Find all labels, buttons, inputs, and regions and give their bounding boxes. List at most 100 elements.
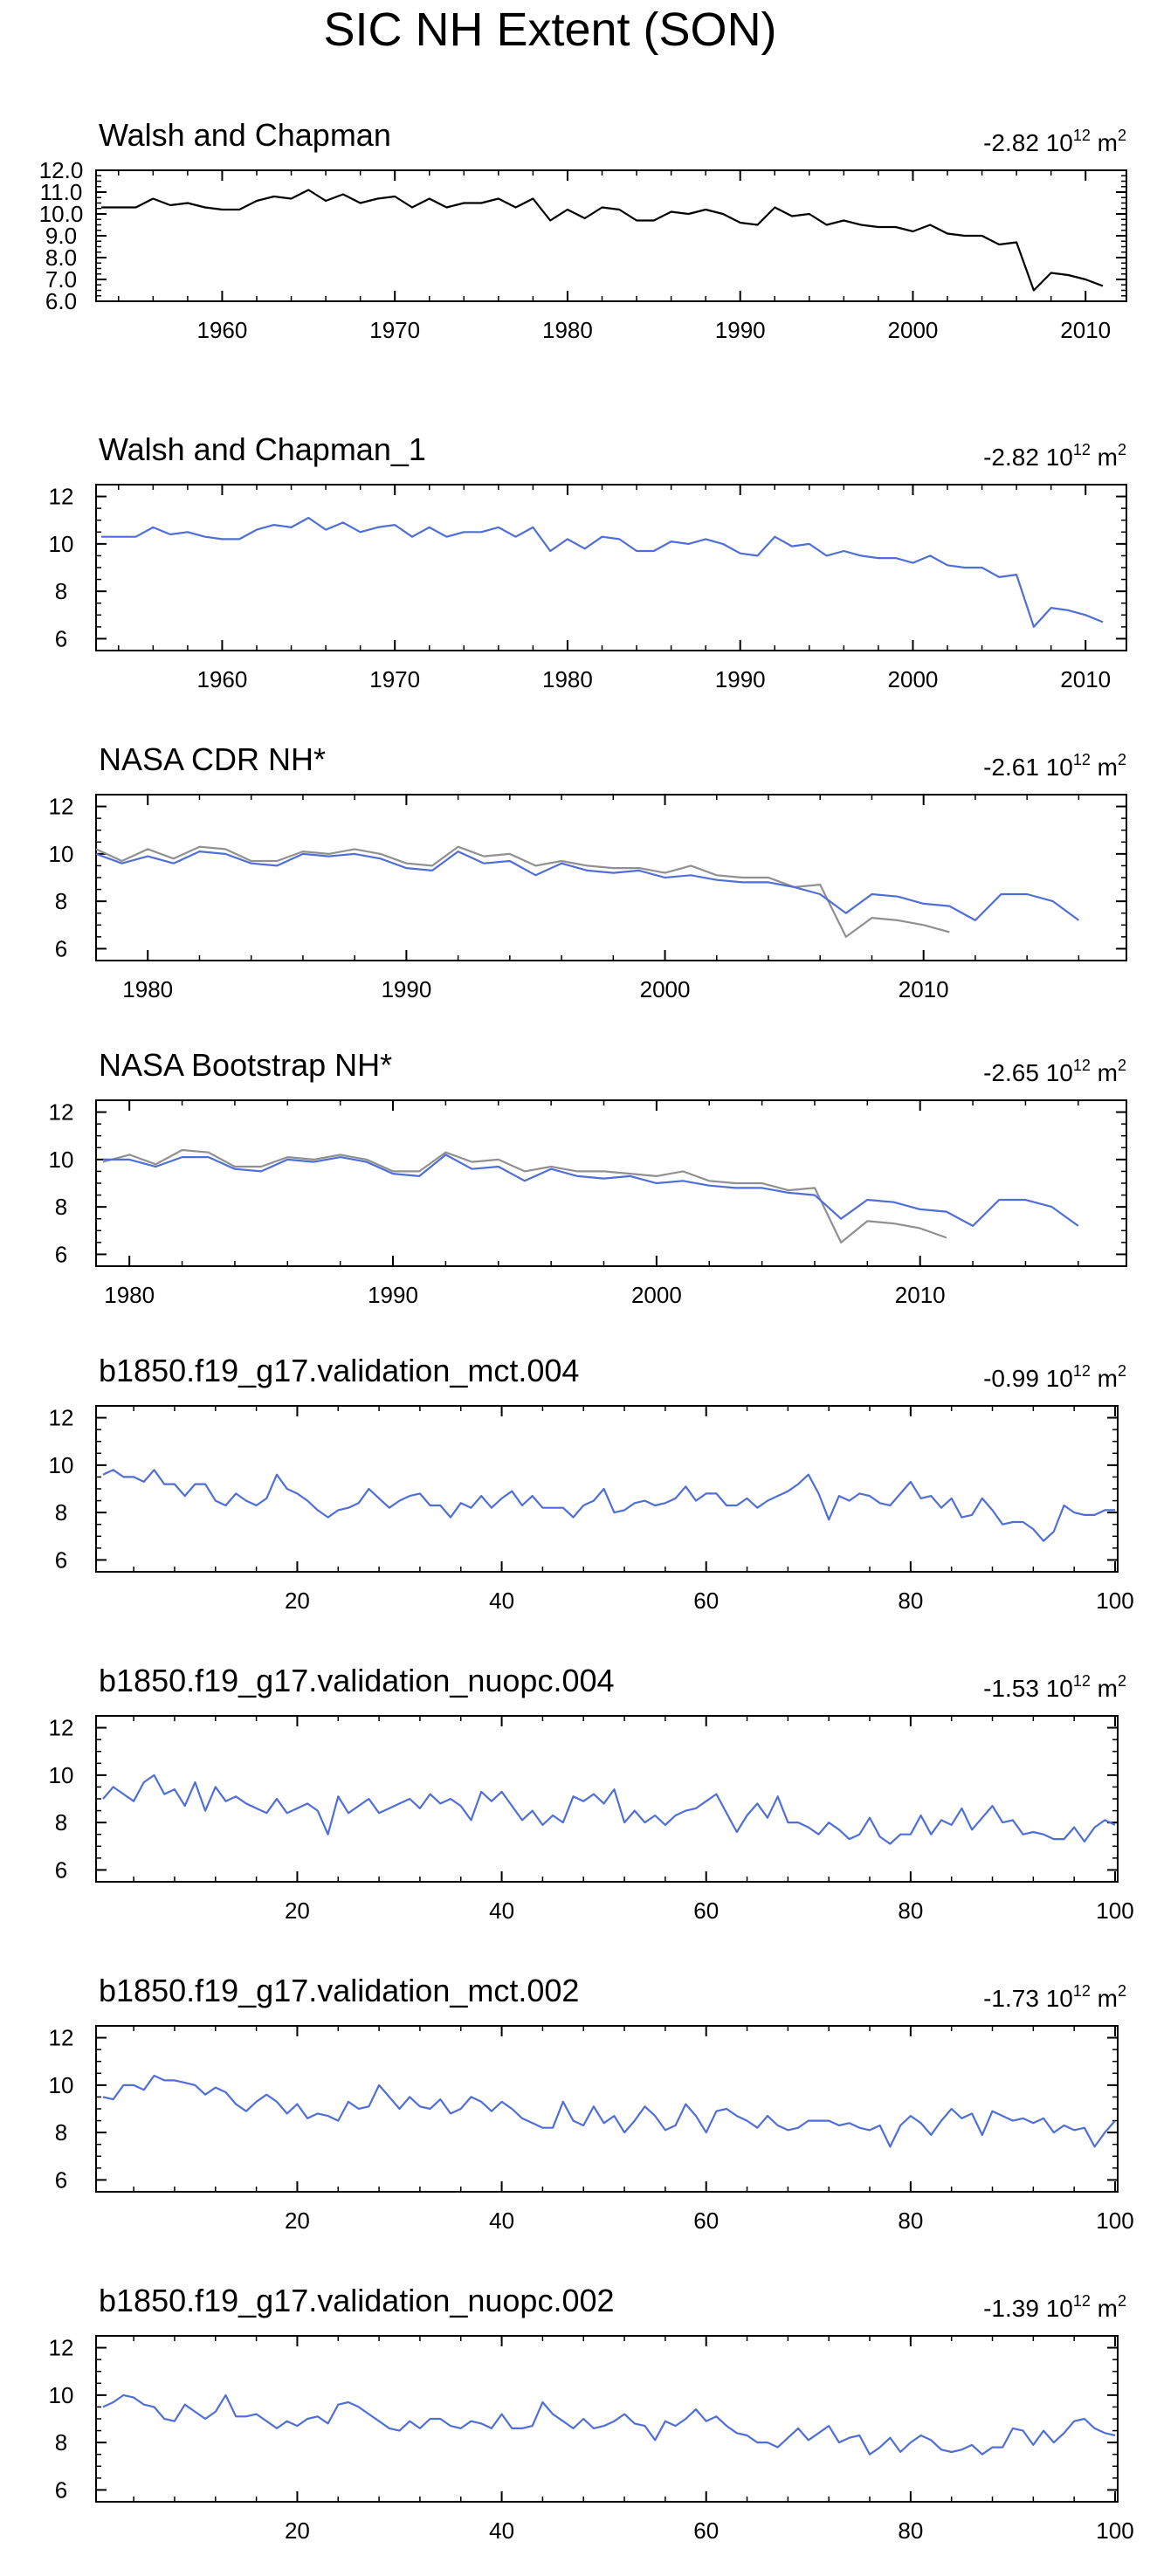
y-tick-label: 8 xyxy=(55,888,67,914)
trend-unit-base: 10 xyxy=(1046,2295,1073,2322)
panel-title: b1850.f19_g17.validation_nuopc.004 xyxy=(99,1663,615,1698)
x-tick-label: 40 xyxy=(489,1898,514,1924)
series-line-2 xyxy=(103,1154,1079,1228)
trend-unit-suffix: m xyxy=(1091,1365,1118,1392)
x-tick-label: 100 xyxy=(1096,2517,1133,2544)
series-line-1 xyxy=(102,1469,1115,1542)
y-tick-label: 10.0 xyxy=(39,201,84,227)
y-tick-label: 12 xyxy=(49,2025,74,2051)
x-tick-label: 1970 xyxy=(369,317,420,343)
y-tick-label: 6 xyxy=(55,1546,67,1573)
trend-unit-suffix: m xyxy=(1091,129,1118,156)
x-tick-label: 1960 xyxy=(197,666,248,692)
x-tick-label: 40 xyxy=(489,2517,514,2544)
panel-title: NASA CDR NH* xyxy=(99,741,326,777)
panel-title: Walsh and Chapman xyxy=(99,117,391,153)
plot-frame xyxy=(95,2335,1119,2503)
panel-7: b1850.f19_g17.validation_mct.002 -1.73 10… xyxy=(49,1973,1134,2234)
y-tick-label: 12 xyxy=(49,1099,74,1126)
series-line-2 xyxy=(95,850,1080,922)
y-tick-label: 7.0 xyxy=(45,266,77,293)
trend-value: -2.65 xyxy=(983,1059,1046,1086)
trend-unit-suffix-exp: 2 xyxy=(1118,1057,1126,1074)
trend-unit-exp: 12 xyxy=(1073,751,1091,768)
y-tick-label: 12 xyxy=(49,1405,74,1431)
x-tick-label: 60 xyxy=(693,2208,719,2234)
x-tick-label: 40 xyxy=(489,2208,514,2234)
trend-value: -2.82 xyxy=(983,444,1046,471)
x-tick-label: 1980 xyxy=(542,666,593,692)
y-tick-label: 8 xyxy=(55,1809,67,1836)
x-tick-label: 1980 xyxy=(104,1282,155,1308)
series-line-1 xyxy=(101,516,1104,629)
plot-frame xyxy=(95,1099,1127,1267)
x-tick-label: 2000 xyxy=(888,317,939,343)
trend-unit-suffix-exp: 2 xyxy=(1118,2292,1126,2310)
panel-1: Walsh and Chapman -2.82 1012 m2 6.07.08.09… xyxy=(39,117,1127,343)
x-tick-label: 1980 xyxy=(542,317,593,343)
x-tick-label: 60 xyxy=(693,1588,719,1614)
x-tick-label: 100 xyxy=(1096,1898,1133,1924)
trend-unit-suffix: m xyxy=(1091,1675,1118,1702)
trend-value: -1.39 xyxy=(983,2295,1046,2322)
trend-value: -0.99 xyxy=(983,1365,1046,1392)
trend-unit-base: 10 xyxy=(1046,1365,1073,1392)
trend-unit-base: 10 xyxy=(1046,754,1073,781)
y-tick-label: 6 xyxy=(55,625,67,651)
panel-6: b1850.f19_g17.validation_nuopc.004 -1.53 … xyxy=(49,1663,1134,1924)
x-tick-label: 20 xyxy=(285,2208,310,2234)
y-tick-label: 6 xyxy=(55,2476,67,2503)
series-line-1 xyxy=(102,1774,1116,1845)
panel-title: b1850.f19_g17.validation_mct.002 xyxy=(99,1973,579,2008)
trend-unit-exp: 12 xyxy=(1073,1982,1091,2000)
x-tick-label: 60 xyxy=(693,2517,719,2544)
x-tick-label: 2000 xyxy=(640,976,691,1002)
y-tick-label: 6 xyxy=(55,2166,67,2193)
x-tick-label: 2000 xyxy=(631,1282,682,1308)
trend-annotation: -2.65 1012 m2 xyxy=(983,1057,1126,1086)
x-tick-label: 80 xyxy=(898,2208,923,2234)
y-tick-label: 12 xyxy=(49,794,74,820)
trend-unit-suffix-exp: 2 xyxy=(1118,1362,1126,1380)
x-tick-label: 20 xyxy=(285,1898,310,1924)
x-tick-label: 100 xyxy=(1096,2208,1133,2234)
trend-unit-exp: 12 xyxy=(1073,1362,1091,1380)
x-tick-label: 2010 xyxy=(1060,317,1111,343)
plot-frame xyxy=(95,794,1127,961)
trend-unit-exp: 12 xyxy=(1073,441,1091,458)
y-tick-label: 12.0 xyxy=(39,157,84,183)
x-tick-label: 80 xyxy=(898,1898,923,1924)
trend-unit-exp: 12 xyxy=(1073,127,1091,144)
trend-value: -2.61 xyxy=(983,754,1046,781)
trend-value: -2.82 xyxy=(983,129,1046,156)
plot-frame xyxy=(95,1405,1119,1573)
trend-unit-suffix-exp: 2 xyxy=(1118,1672,1126,1690)
x-tick-label: 2010 xyxy=(1060,666,1111,692)
x-tick-label: 1980 xyxy=(122,976,173,1002)
panel-5: b1850.f19_g17.validation_mct.004 -0.99 10… xyxy=(49,1353,1134,1614)
trend-annotation: -2.82 1012 m2 xyxy=(983,441,1126,471)
y-tick-label: 8 xyxy=(55,1499,67,1526)
trend-unit-base: 10 xyxy=(1046,129,1073,156)
y-tick-label: 11.0 xyxy=(40,179,83,205)
x-tick-label: 2000 xyxy=(888,666,939,692)
trend-annotation: -0.99 1012 m2 xyxy=(983,1362,1126,1392)
panels: Walsh and Chapman -2.82 1012 m26.07.08.09… xyxy=(39,117,1134,2544)
trend-unit-suffix: m xyxy=(1091,2295,1118,2322)
x-tick-label: 40 xyxy=(489,1588,514,1614)
trend-annotation: -1.53 1012 m2 xyxy=(983,1672,1126,1702)
trend-unit-exp: 12 xyxy=(1073,2292,1091,2310)
x-tick-label: 1990 xyxy=(715,317,766,343)
y-tick-label: 12 xyxy=(49,1715,74,1741)
trend-value: -1.53 xyxy=(983,1675,1046,1702)
y-tick-label: 6.0 xyxy=(45,288,77,314)
series-line-1 xyxy=(95,845,950,939)
x-tick-label: 1960 xyxy=(197,317,248,343)
y-tick-label: 10 xyxy=(49,1147,74,1173)
trend-unit-suffix: m xyxy=(1091,1059,1118,1086)
trend-unit-suffix-exp: 2 xyxy=(1118,751,1126,768)
trend-annotation: -1.39 1012 m2 xyxy=(983,2292,1126,2322)
y-tick-label: 8 xyxy=(55,2429,67,2455)
panel-title: NASA Bootstrap NH* xyxy=(99,1047,392,1083)
